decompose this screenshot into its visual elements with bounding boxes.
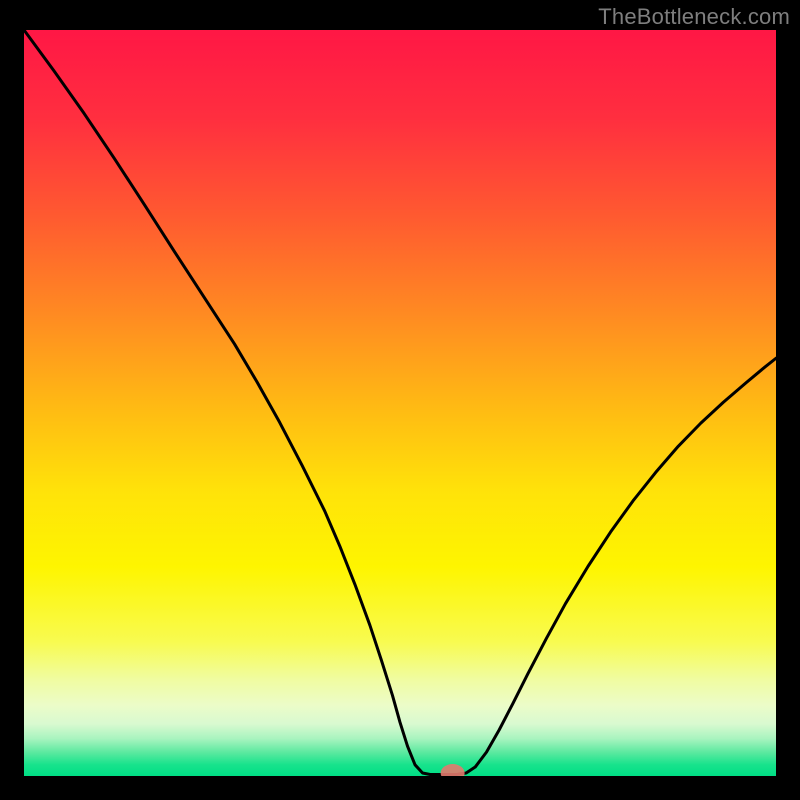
bottleneck-chart: [0, 0, 800, 800]
border-bottom: [0, 776, 800, 800]
border-left: [0, 0, 24, 800]
border-right: [776, 0, 800, 800]
figure-container: TheBottleneck.com: [0, 0, 800, 800]
watermark-text: TheBottleneck.com: [598, 4, 790, 30]
plot-background: [24, 30, 776, 776]
